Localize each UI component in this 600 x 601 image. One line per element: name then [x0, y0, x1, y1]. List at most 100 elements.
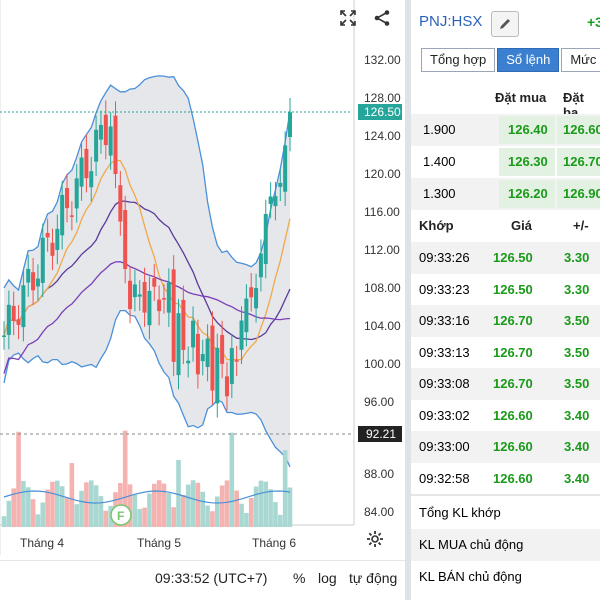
share-icon[interactable]: [373, 9, 399, 35]
log-scale-toggle[interactable]: log: [318, 570, 337, 586]
volume-bar: [268, 489, 273, 527]
volume-bar: [190, 480, 196, 527]
orderbook-sell: 126.70: [563, 154, 600, 169]
time-axis-label: Tháng 6: [252, 536, 296, 550]
summary-row: KL BÁN chủ động: [411, 561, 600, 593]
volume-bar: [45, 489, 50, 527]
volume-bar: [93, 485, 99, 527]
volume-bar: [181, 494, 186, 527]
price-tick-label: 112.00: [364, 243, 400, 257]
orderbook-row: 1.900 126.40 126.60: [411, 114, 600, 146]
price-tick-label: 124.00: [364, 129, 401, 143]
summary-row: Tổng KL khớp: [411, 497, 600, 529]
candle-body: [234, 360, 239, 362]
trade-time: 09:33:00: [419, 439, 470, 454]
candle-body: [98, 124, 103, 140]
candle-body: [244, 298, 249, 333]
summary-divider: [411, 494, 600, 496]
trade-row: 09:33:08 126.70 3.50: [411, 368, 600, 400]
trade-change: 3.40: [564, 439, 590, 454]
candle-body: [16, 319, 21, 325]
candle-body: [55, 228, 60, 250]
volume-bar: [122, 430, 128, 527]
candle-body: [200, 353, 205, 362]
candle-body: [161, 298, 166, 300]
auto-scale-toggle[interactable]: tự động: [349, 570, 398, 586]
orderbook-row: 1.300 126.20 126.90: [411, 178, 600, 210]
volume-bar: [69, 463, 75, 527]
candle-body: [191, 320, 196, 348]
candle-body: [157, 299, 162, 312]
volume-bar: [248, 497, 254, 527]
edit-symbol-button[interactable]: [491, 11, 519, 37]
candle-body: [132, 284, 137, 298]
chart-canvas[interactable]: 132.00 128.00 124.00 120.00 116.00 112.00 108.…: [0, 0, 405, 560]
header-change: +/-: [573, 218, 589, 233]
tab-so-lenh[interactable]: Sổ lệnh: [497, 48, 560, 72]
tab-muc-gia[interactable]: Mức g: [561, 48, 600, 72]
candle-body: [128, 280, 133, 310]
candle-body: [273, 196, 278, 207]
time-axis-label: Tháng 4: [20, 536, 64, 550]
gear-icon[interactable]: [366, 530, 392, 556]
candle-body: [65, 188, 70, 209]
candle-body: [288, 112, 292, 138]
volume-bar: [258, 480, 264, 527]
price-tick-label: 100.00: [364, 357, 401, 371]
candle-body: [60, 194, 65, 236]
candle-body: [249, 287, 254, 298]
lower-price-badge-text: 92.21: [366, 427, 396, 441]
volume-bar: [11, 488, 16, 527]
price-chart[interactable]: 132.00 128.00 124.00 120.00 116.00 112.00 108.…: [0, 0, 405, 601]
bollinger-band-fill: [4, 75, 290, 468]
volume-bar: [88, 480, 94, 527]
candle-body: [113, 115, 118, 174]
trade-time: 09:33:02: [419, 407, 470, 423]
percent-scale-toggle[interactable]: %: [293, 570, 306, 586]
candle-body: [45, 232, 50, 238]
price-tick-label: 116.00: [364, 205, 400, 219]
trade-change: 3.30: [564, 250, 590, 265]
price-tick-label: 128.00: [364, 91, 401, 105]
tab-tong-hop[interactable]: Tổng hợp: [421, 48, 496, 72]
candle-body: [2, 335, 6, 337]
price-tick-label: 132.00: [364, 53, 401, 67]
candle-body: [176, 313, 181, 376]
candle-body: [147, 290, 152, 326]
current-price-badge: [358, 104, 402, 120]
volume-bar: [103, 510, 109, 527]
candle-body: [205, 338, 210, 368]
expand-icon[interactable]: [339, 9, 365, 35]
summary-row: KL MUA chủ động: [411, 529, 600, 561]
candle-body: [74, 178, 79, 209]
volume-bar: [287, 487, 293, 527]
candle-body: [69, 215, 74, 217]
candle-body: [79, 157, 84, 187]
trade-change: 3.30: [564, 281, 590, 297]
volume-bar: [6, 500, 12, 527]
volume-tick-label: 84.00: [364, 505, 394, 519]
volume-bar: [156, 480, 162, 527]
sell-cell-bg: [557, 116, 600, 144]
trade-price: 126.70: [493, 376, 533, 391]
symbol-label[interactable]: PNJ:HSX: [419, 13, 483, 30]
candle-body: [171, 269, 176, 362]
trade-row: 09:33:16 126.70 3.50: [411, 305, 600, 337]
volume-bar: [74, 504, 80, 527]
volume-bar: [166, 493, 172, 527]
volume-bar: [244, 513, 249, 527]
header-price: Giá: [511, 218, 532, 233]
candle-body: [40, 237, 45, 283]
candle-body: [195, 333, 200, 375]
orderbook-buy: 126.20: [508, 186, 548, 201]
volume-bar: [64, 497, 70, 527]
ma-short-line: [3, 159, 291, 361]
trade-time: 09:33:13: [419, 344, 470, 360]
panel-divider[interactable]: [405, 0, 411, 600]
trade-change: 3.50: [564, 344, 590, 360]
volume-bar: [25, 487, 31, 527]
volume-bar: [30, 499, 36, 527]
candle-body: [26, 268, 31, 283]
volume-bar: [98, 496, 104, 527]
